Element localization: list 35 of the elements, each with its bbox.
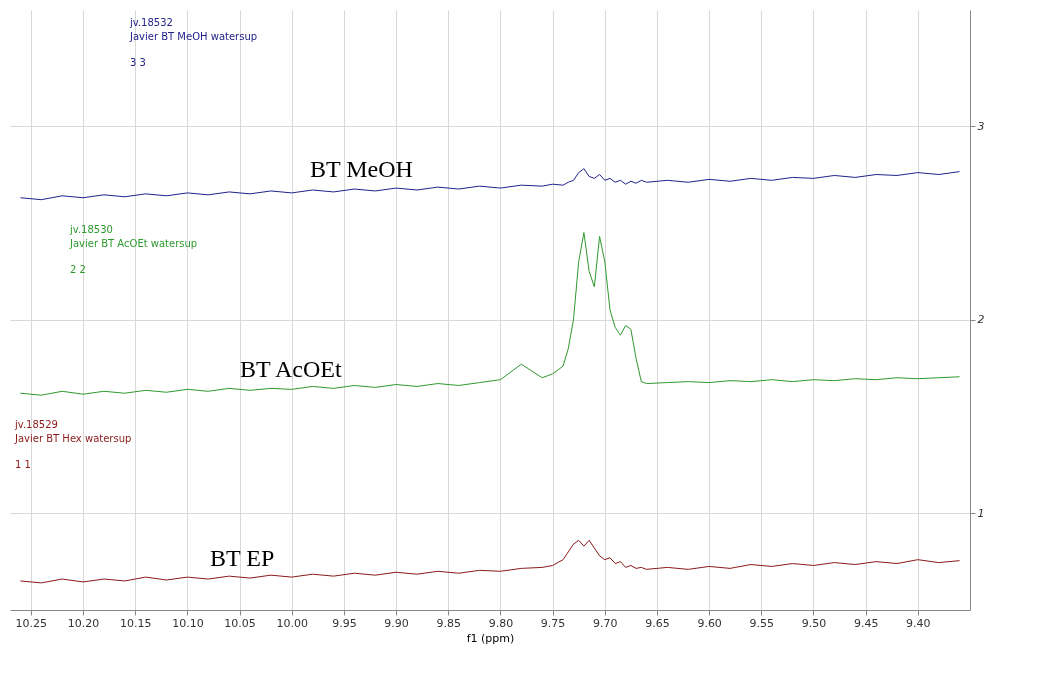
x-tick-label: 9.95 xyxy=(332,616,357,630)
y-tick-label: 1 xyxy=(977,506,985,520)
annotation: 1 1 xyxy=(15,459,31,470)
x-tick-label: 9.75 xyxy=(540,616,566,630)
x-axis-title: f1 (ppm) xyxy=(466,631,515,645)
x-tick-label: 9.85 xyxy=(436,616,462,630)
x-tick-label: 9.45 xyxy=(853,616,879,630)
line-series xyxy=(19,539,961,584)
x-tick-label: 10.10 xyxy=(172,616,204,630)
series-label: BT MeOH xyxy=(310,156,413,182)
x-tick-label: 10.15 xyxy=(119,616,152,630)
x-tick-label: 10.25 xyxy=(15,616,48,630)
y-tick-label: 3 xyxy=(977,119,985,133)
annotation: Javier BT Hex watersup xyxy=(14,433,132,444)
annotation: jv.18529 xyxy=(14,419,58,430)
annotation: Javier BT MeOH watersup xyxy=(129,31,258,42)
x-tick-label: 9.80 xyxy=(488,616,514,630)
x-tick-label: 9.70 xyxy=(593,616,618,630)
annotation: jv.18530 xyxy=(69,224,113,235)
annotation: jv.18532 xyxy=(129,17,173,28)
series-label: BT AcOEt xyxy=(240,356,342,383)
x-tick-label: 10.05 xyxy=(224,616,256,630)
y-tick-label: 2 xyxy=(977,313,985,327)
x-tick-label: 9.65 xyxy=(645,616,670,630)
series-label: BT EP xyxy=(210,545,275,572)
annotation: 3 3 xyxy=(130,57,146,68)
x-tick-label: 9.55 xyxy=(749,616,775,630)
x-tick-label: 9.40 xyxy=(906,616,931,630)
x-tick-label: 9.90 xyxy=(384,616,409,630)
annotation: Javier BT AcOEt watersup xyxy=(69,238,198,249)
x-tick-label: 9.50 xyxy=(801,616,827,630)
x-tick-label: 9.60 xyxy=(697,616,722,630)
annotation: 2 2 xyxy=(70,264,86,275)
x-tick-label: 10.20 xyxy=(67,616,100,630)
x-tick-label: 10.00 xyxy=(276,616,308,630)
